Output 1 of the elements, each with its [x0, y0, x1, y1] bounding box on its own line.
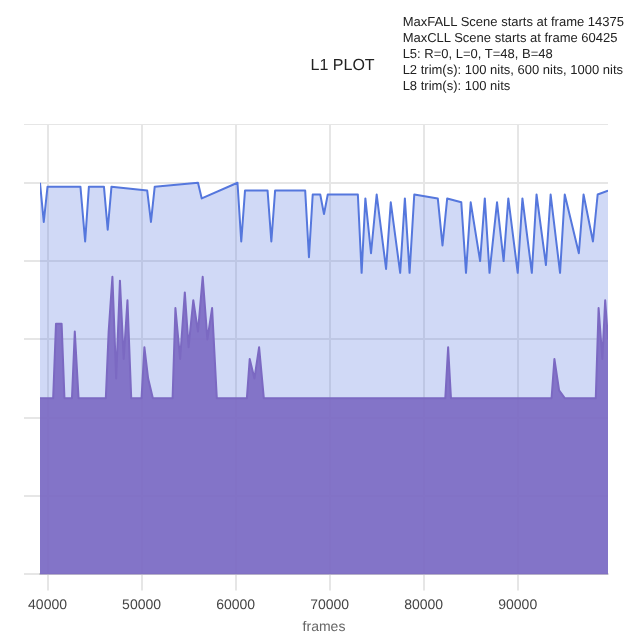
- chart-title: L1 PLOT: [310, 56, 375, 74]
